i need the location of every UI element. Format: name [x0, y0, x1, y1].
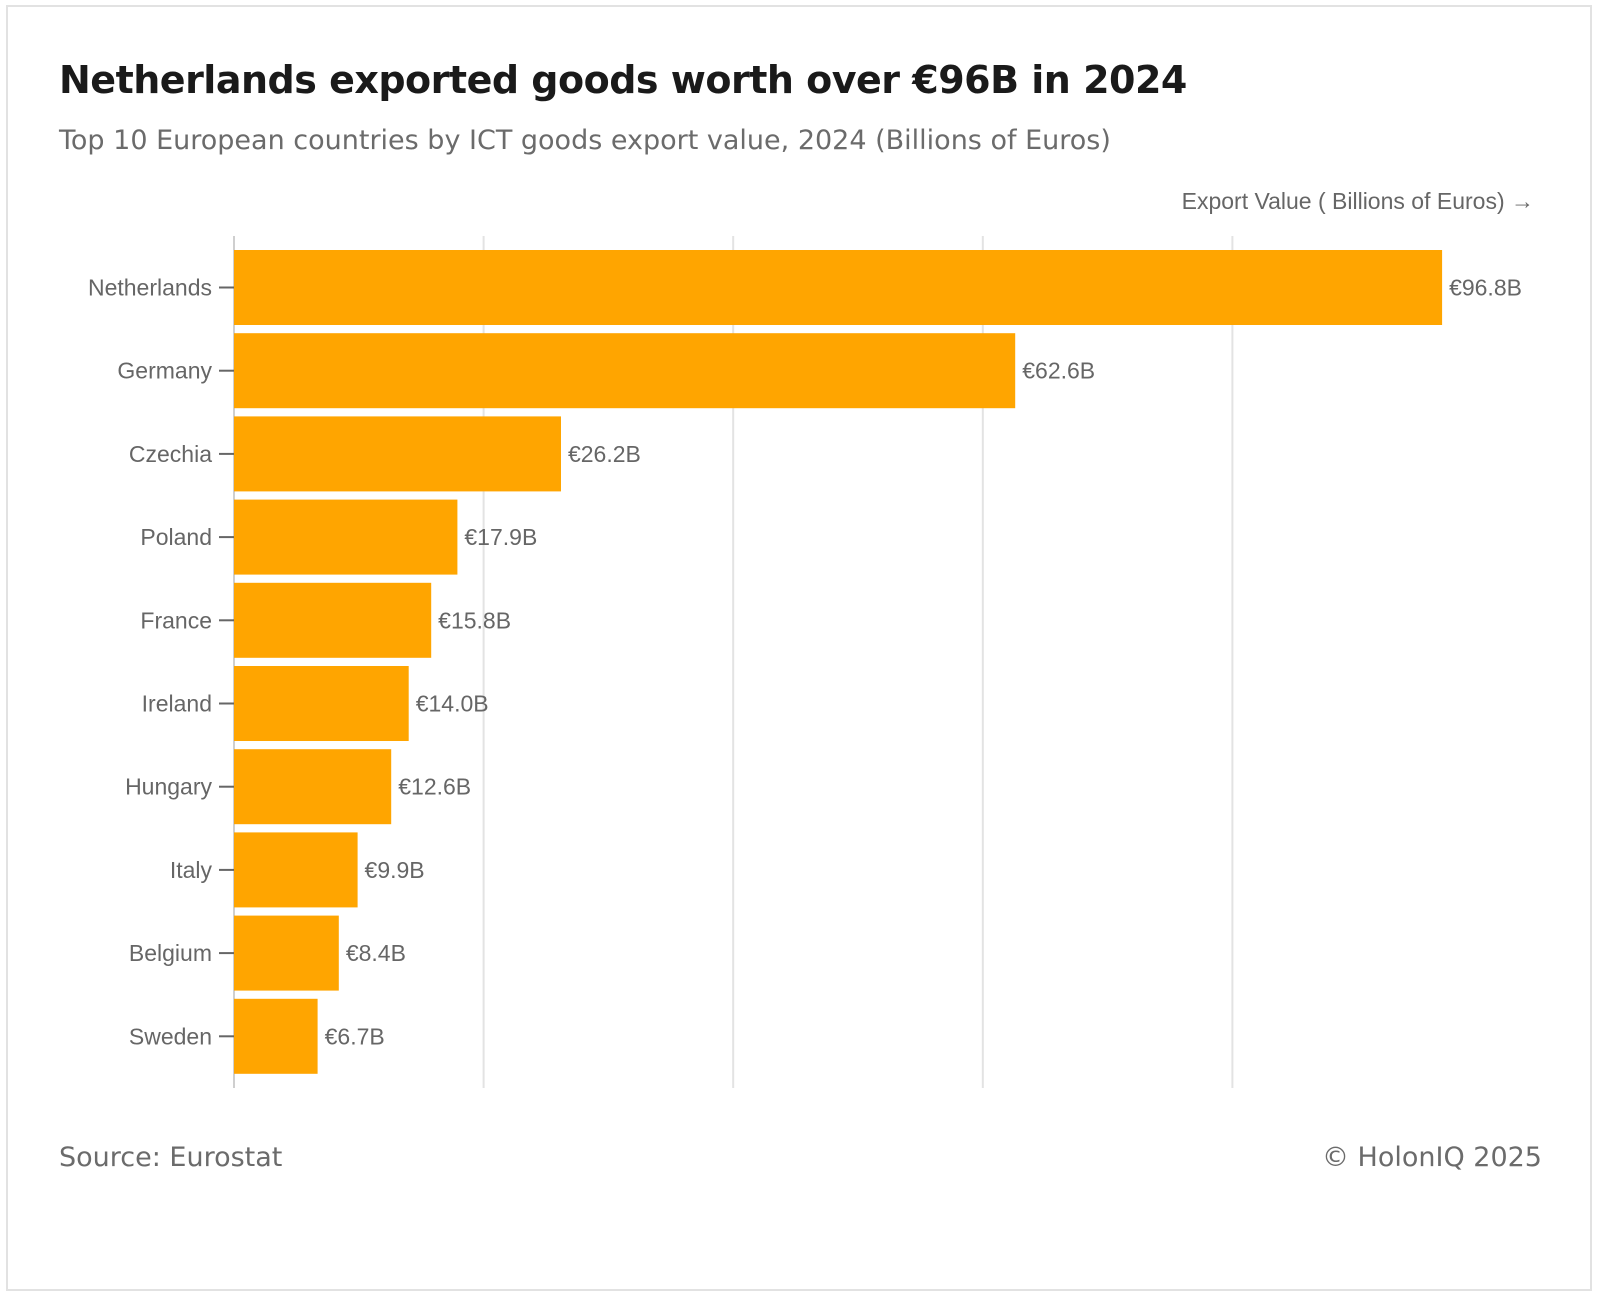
category-label: Sweden: [129, 1023, 212, 1049]
bar-hungary: [234, 749, 392, 825]
chart-subtitle: Top 10 European countries by ICT goods e…: [59, 125, 1111, 156]
bar-netherlands: [234, 250, 1443, 325]
data-label: €62.6B: [1022, 358, 1095, 384]
bar-france: [234, 582, 432, 658]
data-label: €15.8B: [438, 607, 511, 633]
chart-title: Netherlands exported goods worth over €9…: [59, 58, 1187, 102]
category-label: Italy: [170, 857, 213, 883]
data-label: €8.4B: [346, 940, 406, 966]
data-label: €26.2B: [568, 441, 641, 467]
bar-ireland: [234, 666, 409, 741]
category-label: Hungary: [125, 774, 212, 800]
copyright-note: © HolonIQ 2025: [1321, 1142, 1542, 1173]
data-label: €12.6B: [398, 774, 471, 800]
data-label: €96.8B: [1449, 275, 1522, 301]
bar-germany: [234, 333, 1016, 409]
category-label: Belgium: [129, 940, 212, 966]
bar-sweden: [234, 998, 318, 1074]
source-note: Source: Eurostat: [59, 1142, 283, 1173]
bar-italy: [234, 832, 358, 908]
bar-poland: [234, 499, 458, 575]
category-label: Germany: [117, 358, 212, 384]
bar-belgium: [234, 915, 339, 991]
data-label: €17.9B: [464, 524, 537, 550]
data-label: €14.0B: [416, 691, 489, 717]
data-label: €6.7B: [325, 1023, 385, 1049]
x-axis-title: Export Value ( Billions of Euros) →: [1181, 188, 1534, 214]
category-label: Czechia: [129, 441, 212, 467]
category-label: Poland: [140, 524, 212, 550]
category-label: Ireland: [142, 691, 212, 717]
bar-czechia: [234, 416, 561, 492]
category-label: Netherlands: [88, 275, 212, 301]
category-label: France: [140, 607, 212, 633]
data-label: €9.9B: [365, 857, 425, 883]
